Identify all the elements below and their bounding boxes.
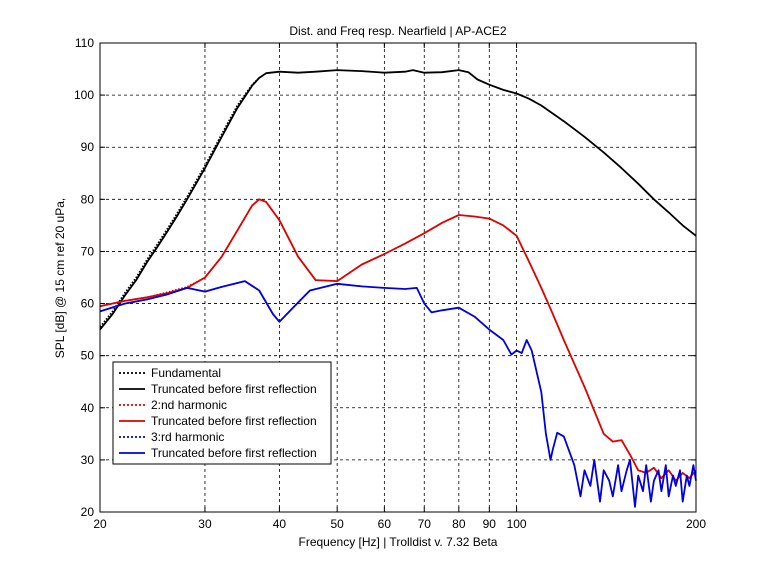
grid-layer xyxy=(100,43,696,512)
y-tick-label: 90 xyxy=(81,140,95,154)
series-line-5 xyxy=(99,280,362,323)
y-tick-label: 60 xyxy=(81,297,95,311)
x-tick-label: 80 xyxy=(452,517,466,531)
y-tick-label: 110 xyxy=(75,36,94,50)
x-tick-label: 100 xyxy=(507,517,527,531)
y-tick-label: 50 xyxy=(81,349,95,363)
series-layer xyxy=(99,69,697,508)
y-tick-label: 100 xyxy=(74,88,94,102)
chart-title: Dist. and Freq resp. Nearfield | AP-ACE2 xyxy=(289,24,507,38)
legend-box xyxy=(112,361,332,465)
series-line-2 xyxy=(99,69,697,331)
y-axis-label: SPL [dB] @ 15 cm ref 20 uPa, xyxy=(53,198,67,358)
series-line-1 xyxy=(99,77,260,328)
y-tick-label: 40 xyxy=(81,401,95,415)
y-tick-label: 30 xyxy=(81,453,95,467)
legend: Fundamental Truncated before first reflec… xyxy=(112,361,332,465)
y-tick-label: 20 xyxy=(81,505,95,519)
x-tick-label: 200 xyxy=(686,517,706,531)
x-tick-label: 30 xyxy=(198,517,212,531)
legend-entry-label: 2:nd harmonic xyxy=(151,398,227,412)
x-tick-label: 70 xyxy=(418,517,432,531)
x-tick-label: 50 xyxy=(330,517,344,531)
y-tick-label: 70 xyxy=(81,244,95,258)
legend-entry-label: Truncated before first reflection xyxy=(151,446,317,460)
legend-entry-label: 3:rd harmonic xyxy=(151,430,224,444)
series-line-3 xyxy=(99,198,338,307)
legend-entry-label: Fundamental xyxy=(151,366,221,380)
x-axis-label: Frequency [Hz] | Trolldist v. 7.32 Beta xyxy=(299,535,498,549)
legend-entry-label: Truncated before first reflection xyxy=(151,382,317,396)
legend-entry-label: Truncated before first reflection xyxy=(151,414,317,428)
y-tick-label: 80 xyxy=(81,192,95,206)
plot-frame xyxy=(99,42,697,513)
series-line-6 xyxy=(99,280,697,508)
x-tick-label: 60 xyxy=(378,517,392,531)
tick-layer: 20 30 40 50 60 70 80 90 100 200 20 30 40 50 60 70 80 90 10… xyxy=(74,36,706,531)
x-tick-label: 20 xyxy=(93,517,107,531)
x-tick-label: 90 xyxy=(483,517,497,531)
x-tick-label: 40 xyxy=(273,517,287,531)
